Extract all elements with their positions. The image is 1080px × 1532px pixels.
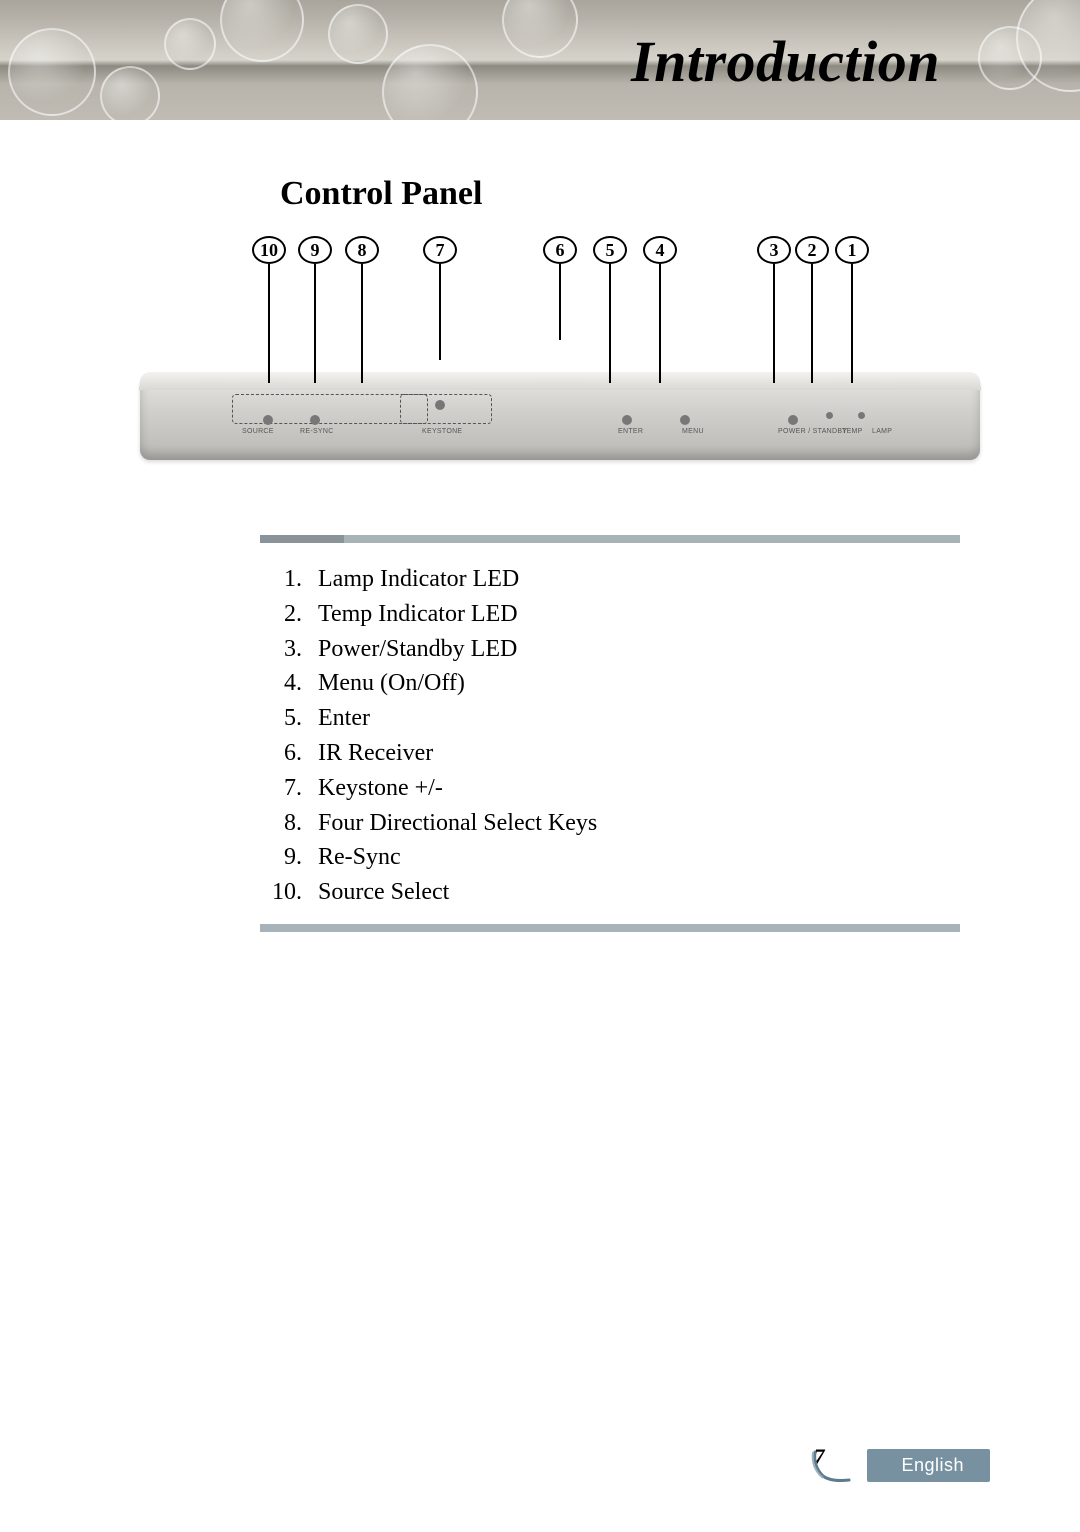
panel-label: MENU — [682, 428, 704, 435]
panel-dot — [680, 415, 690, 425]
header-band: Introduction — [0, 0, 1080, 120]
panel-label: ENTER — [618, 428, 643, 435]
header-circle-decoration — [502, 0, 578, 58]
panel-dot — [788, 415, 798, 425]
callout-1: 1 — [835, 236, 869, 383]
panel-dot — [826, 412, 833, 419]
panel-label: TEMP — [842, 428, 863, 435]
legend-item: Four Directional Select Keys — [308, 806, 597, 841]
callout-line — [361, 264, 363, 383]
panel-dot — [263, 415, 273, 425]
legend-item: Keystone +/- — [308, 771, 597, 806]
page-number-tag: 7 — [809, 1446, 853, 1484]
panel-label: KEYSTONE — [422, 428, 462, 435]
panel-dot — [858, 412, 865, 419]
legend-item: Lamp Indicator LED — [308, 562, 597, 597]
callout-4: 4 — [643, 236, 677, 383]
legend-item: Source Select — [308, 875, 597, 910]
callout-2: 2 — [795, 236, 829, 383]
callout-bubble: 7 — [423, 236, 457, 264]
callout-3: 3 — [757, 236, 791, 383]
callout-bubble: 6 — [543, 236, 577, 264]
control-panel-diagram: SOURCE RE-SYNC KEYSTONE ENTER MENU POWER / ST… — [140, 230, 980, 460]
callout-line — [811, 264, 813, 383]
callout-bubble: 2 — [795, 236, 829, 264]
header-circle-decoration — [8, 28, 96, 116]
legend-rule-bottom — [260, 924, 960, 932]
header-circle-decoration — [328, 4, 388, 64]
callout-bubble: 8 — [345, 236, 379, 264]
callout-line — [559, 264, 561, 340]
header-circle-decoration — [220, 0, 304, 62]
legend-item: Re-Sync — [308, 840, 597, 875]
callout-bubble: 10 — [252, 236, 286, 264]
callout-6: 6 — [543, 236, 577, 340]
panel-region-keystone — [400, 394, 492, 424]
legend-item: Enter — [308, 701, 597, 736]
legend-rule-top — [260, 535, 960, 543]
callout-7: 7 — [423, 236, 457, 360]
callout-8: 8 — [345, 236, 379, 383]
header-circle-decoration — [100, 66, 160, 120]
callout-5: 5 — [593, 236, 627, 383]
panel-label: SOURCE — [242, 428, 274, 435]
legend-item: IR Receiver — [308, 736, 597, 771]
language-chip: English — [867, 1449, 990, 1482]
panel-dot — [622, 415, 632, 425]
section-heading: Control Panel — [280, 175, 482, 213]
legend-list: Lamp Indicator LEDTemp Indicator LEDPowe… — [260, 562, 597, 910]
callout-bubble: 4 — [643, 236, 677, 264]
panel-region-left — [232, 394, 428, 424]
page-number-swoosh-icon — [809, 1446, 853, 1484]
legend-item: Power/Standby LED — [308, 632, 597, 667]
callout-10: 10 — [252, 236, 286, 383]
callout-line — [439, 264, 441, 360]
page-header-title: Introduction — [631, 28, 940, 95]
callout-line — [851, 264, 853, 383]
page-footer: 7 English — [809, 1446, 990, 1484]
control-panel-body: SOURCE RE-SYNC KEYSTONE ENTER MENU POWER / ST… — [140, 380, 980, 460]
panel-label: POWER / STANDBY — [778, 428, 847, 435]
legend-item: Menu (On/Off) — [308, 666, 597, 701]
callout-line — [314, 264, 316, 383]
callout-bubble: 9 — [298, 236, 332, 264]
callout-bubble: 1 — [835, 236, 869, 264]
panel-label: LAMP — [872, 428, 892, 435]
panel-dot — [435, 400, 445, 410]
callout-line — [773, 264, 775, 383]
callout-bubble: 5 — [593, 236, 627, 264]
callout-line — [659, 264, 661, 383]
panel-label: RE-SYNC — [300, 428, 334, 435]
panel-dot — [310, 415, 320, 425]
callout-bubble: 3 — [757, 236, 791, 264]
header-circle-decoration — [382, 44, 478, 120]
callout-line — [609, 264, 611, 383]
legend-item: Temp Indicator LED — [308, 597, 597, 632]
header-circle-decoration — [164, 18, 216, 70]
callout-line — [268, 264, 270, 383]
callout-9: 9 — [298, 236, 332, 383]
